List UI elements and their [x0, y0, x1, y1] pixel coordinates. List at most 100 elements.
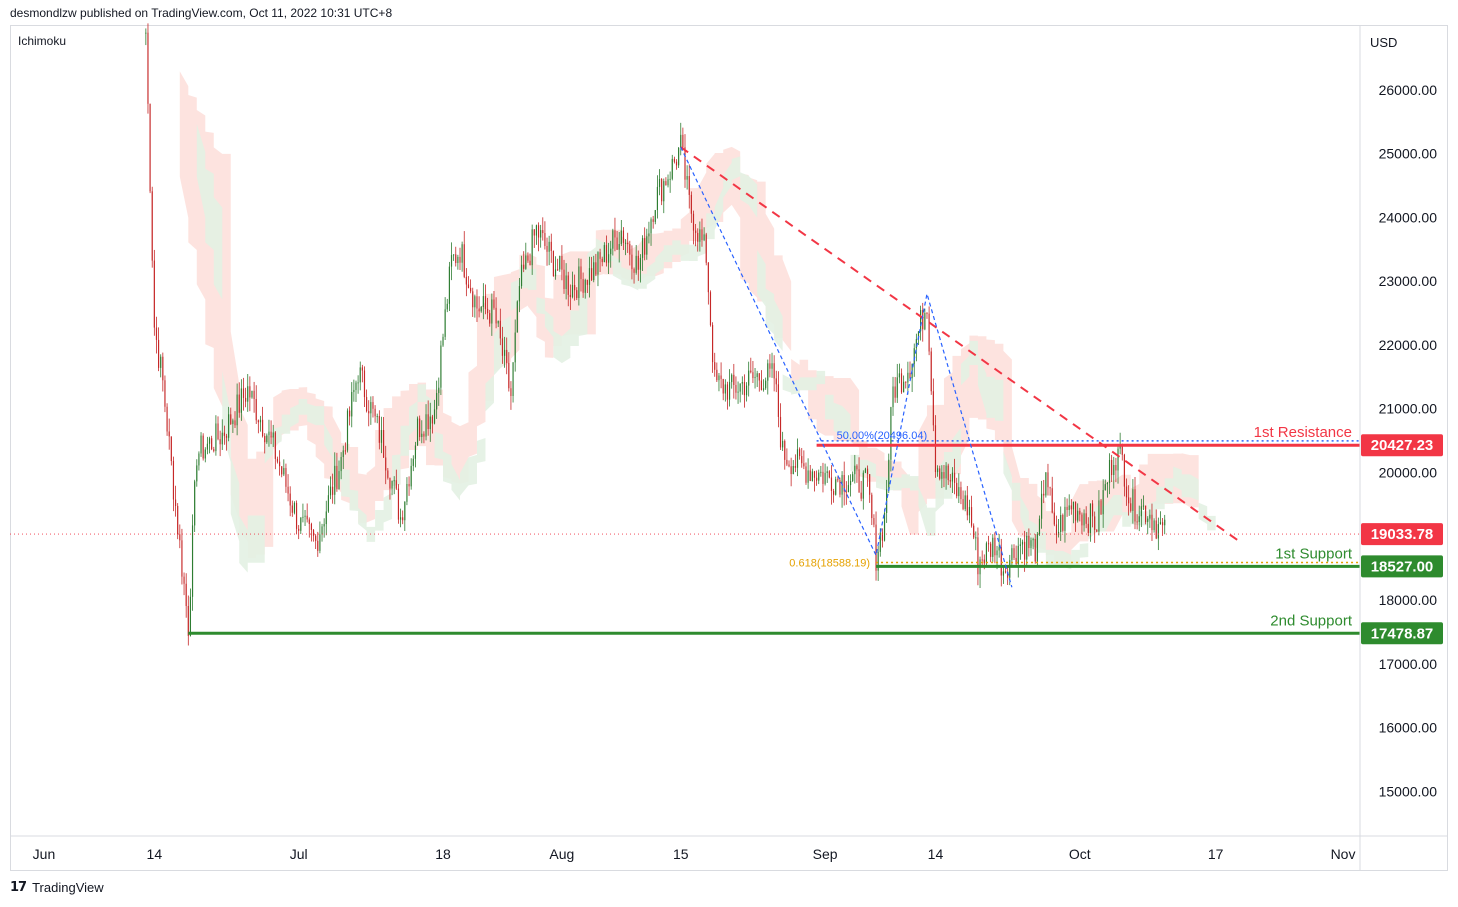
candle-body [397, 488, 400, 520]
candle-body [548, 241, 550, 252]
candle-body [412, 458, 414, 466]
candle-body [387, 470, 389, 478]
candle-body [349, 410, 351, 417]
candle-body [470, 287, 472, 292]
candle-body [616, 237, 618, 250]
candle-body [242, 388, 245, 398]
candle-body [629, 244, 631, 255]
chart-frame [10, 25, 1448, 871]
candle-body [716, 369, 718, 381]
candle-body [372, 402, 374, 409]
candle-body [501, 338, 504, 356]
candle-body [928, 313, 930, 352]
candle-body [359, 367, 361, 383]
candle-body [268, 431, 270, 436]
candle-body [641, 238, 644, 258]
candle-body [692, 213, 695, 231]
candle-body [695, 230, 697, 233]
candle-body [149, 103, 151, 192]
level-price-badge [1361, 434, 1443, 457]
candle-body [457, 256, 459, 264]
candle-body [304, 515, 306, 517]
last-price-label: 19033.78 [1371, 526, 1434, 543]
candle-body [1011, 548, 1013, 561]
candle-body [446, 303, 448, 310]
candle-body [926, 312, 928, 314]
candle-body [200, 435, 202, 454]
candle-body [160, 356, 162, 368]
candle-body [724, 384, 726, 394]
candle-body [1096, 529, 1098, 532]
candle-body [737, 391, 739, 393]
candle-body [875, 524, 877, 571]
candle-body [992, 537, 994, 557]
level-name-label: 1st Resistance [1254, 424, 1352, 441]
candle-body [491, 299, 493, 324]
candle-body [820, 471, 822, 473]
candle-body [170, 436, 172, 462]
candle-body [843, 475, 845, 492]
candle-body [181, 540, 183, 577]
candle-body [228, 414, 230, 438]
candle-body [238, 394, 240, 413]
candle-body [828, 471, 830, 478]
candle-body [574, 285, 576, 291]
candle-body [665, 181, 667, 186]
candle-body [900, 373, 903, 393]
level-name-label: 1st Support [1275, 545, 1353, 562]
candle-body [571, 285, 574, 298]
candle-body [1070, 505, 1072, 510]
currency-label: USD [1370, 35, 1398, 50]
level-price-label: 18527.00 [1371, 558, 1434, 575]
candle-body [943, 472, 945, 479]
candle-body [673, 158, 675, 162]
candle-body [1153, 520, 1155, 531]
candle-body [264, 436, 266, 443]
candle-body [236, 394, 238, 426]
candle-body [185, 583, 187, 607]
candle-body [155, 327, 158, 340]
candle-body [782, 440, 784, 448]
y-tick-label: 25000.00 [1379, 146, 1438, 162]
candle-body [735, 384, 737, 393]
candle-body [650, 219, 652, 234]
candle-body [1049, 487, 1051, 489]
candle-body [431, 416, 433, 424]
candle-body [370, 402, 372, 414]
candle-body [605, 245, 608, 263]
candle-body [898, 373, 900, 378]
candle-body [262, 419, 264, 437]
candle-body [699, 229, 701, 242]
x-tick-label: Aug [549, 846, 574, 862]
candle-body [567, 275, 569, 295]
candle-body [669, 178, 671, 180]
candle-body [310, 523, 312, 530]
candle-body [913, 348, 915, 364]
candle-body [298, 528, 300, 531]
candle-body [720, 375, 722, 379]
candle-body [145, 32, 147, 34]
candle-body [276, 458, 279, 462]
candle-body [608, 254, 610, 263]
candle-body [308, 519, 310, 524]
candle-body [172, 461, 175, 500]
candle-body [799, 449, 801, 457]
candle-body [489, 313, 491, 324]
candle-body [363, 370, 366, 398]
candle-body [329, 486, 332, 496]
candle-body [336, 465, 338, 490]
candle-body [1055, 524, 1058, 535]
ichimoku-indicator-label[interactable]: Ichimoku [18, 34, 67, 48]
candle-body [448, 266, 450, 304]
candle-body [1162, 522, 1164, 526]
candle-body [987, 543, 990, 545]
candle-body [1147, 518, 1149, 523]
candle-body [813, 471, 816, 478]
candle-body [385, 457, 387, 471]
candle-body [960, 487, 962, 500]
candle-body [894, 386, 896, 398]
candle-body [1121, 446, 1123, 455]
candle-body [438, 387, 440, 394]
candle-body [1066, 506, 1068, 510]
